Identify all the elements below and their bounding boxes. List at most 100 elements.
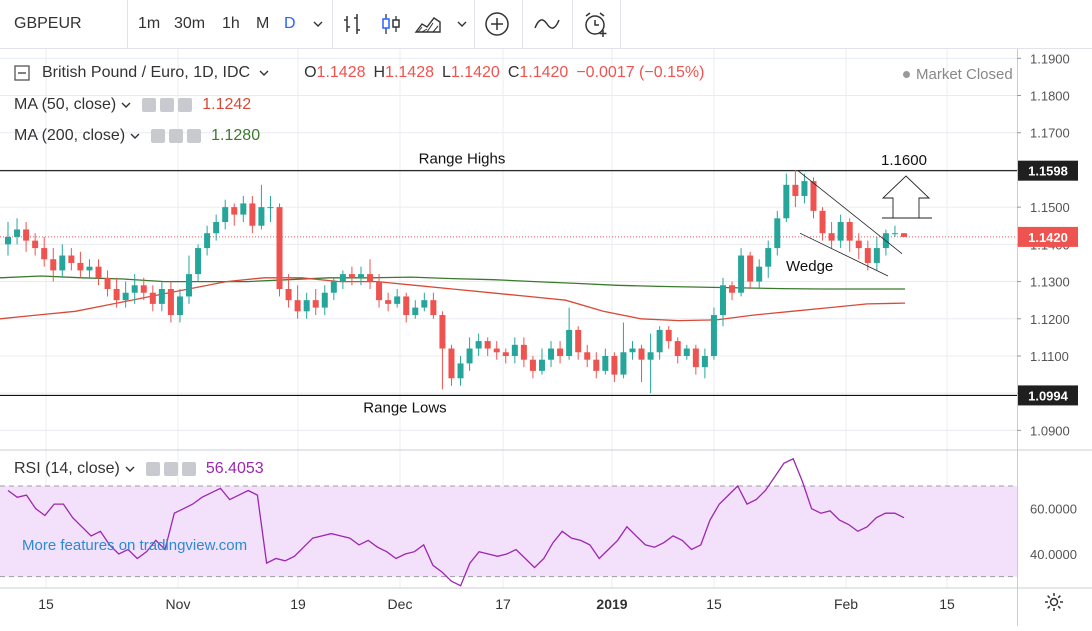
interval-day[interactable]: D xyxy=(284,15,296,32)
indicators-button[interactable] xyxy=(533,0,561,48)
candle-body xyxy=(801,181,808,196)
status-dot xyxy=(903,71,910,78)
candle-body xyxy=(50,259,57,271)
interval-30m[interactable]: 30m xyxy=(174,15,206,32)
candle-body xyxy=(176,296,183,316)
candle-body xyxy=(213,222,220,234)
candle-body xyxy=(665,329,672,342)
candle-body xyxy=(23,229,30,241)
candle-body xyxy=(195,248,202,275)
high-label: H xyxy=(373,64,386,81)
symbol-search[interactable]: GBPEUR xyxy=(14,0,82,48)
candle-body xyxy=(864,248,871,263)
chevron-down-icon[interactable] xyxy=(258,67,270,79)
target-label: 1.1600 xyxy=(881,152,927,169)
collapse-legend-icon[interactable] xyxy=(14,65,30,81)
visibility-icon[interactable] xyxy=(145,462,160,476)
candle-body xyxy=(719,285,726,316)
close-value: 1.1420 xyxy=(519,64,569,81)
candle-body xyxy=(756,266,763,282)
chart-type-dropdown[interactable] xyxy=(456,0,468,48)
price-badge xyxy=(1018,160,1078,181)
alarm-clock-icon xyxy=(585,12,607,37)
close-icon[interactable] xyxy=(178,98,193,112)
settings-icon[interactable] xyxy=(163,462,178,476)
settings-icon[interactable] xyxy=(169,129,184,143)
candle-body xyxy=(385,300,392,304)
candle-body xyxy=(14,229,21,237)
ma200-value: 1.1280 xyxy=(211,127,261,144)
candle-body xyxy=(774,218,781,249)
rsi-label: RSI (14, close) xyxy=(14,460,120,477)
time-tick-label: 17 xyxy=(495,596,511,612)
ma50-legend: MA (50, close) 1.1242 xyxy=(14,96,251,114)
watermark[interactable]: More features on tradingview.com xyxy=(22,537,248,554)
candle-body xyxy=(41,248,48,260)
interval-1m[interactable]: 1m xyxy=(138,15,161,32)
interval-month[interactable]: M xyxy=(256,15,270,32)
candle-body xyxy=(77,262,84,271)
candle-body xyxy=(819,210,826,234)
chart-area[interactable]: Range Highs Range Lows Wedge 1.1600 1.1900 1.… xyxy=(0,49,1092,626)
price-badge xyxy=(1018,385,1078,406)
chevron-down-icon xyxy=(457,21,467,27)
price-badge-label: 1.1598 xyxy=(1028,164,1068,179)
candle-body xyxy=(403,296,410,316)
area-chart-icon xyxy=(414,17,441,33)
interval-1h[interactable]: 1h xyxy=(222,15,240,32)
candle-body xyxy=(584,352,591,360)
ma200-line xyxy=(0,275,905,290)
candle-body xyxy=(448,348,455,379)
bar-style-icon xyxy=(344,14,360,34)
candle-body xyxy=(683,348,690,356)
visibility-icon[interactable] xyxy=(151,129,166,143)
gear-icon xyxy=(1045,593,1063,611)
candle-body xyxy=(140,285,147,293)
candle-body xyxy=(249,203,256,226)
chevron-down-icon[interactable] xyxy=(124,463,136,475)
close-icon[interactable] xyxy=(181,462,196,476)
candle-body xyxy=(312,300,319,308)
chevron-down-icon[interactable] xyxy=(129,130,141,142)
candle-body xyxy=(222,207,229,223)
candle-body xyxy=(240,203,247,215)
candle-body xyxy=(339,274,346,282)
candle-body xyxy=(529,359,536,371)
candle-style-button[interactable] xyxy=(380,0,402,48)
settings-button[interactable] xyxy=(1044,592,1064,617)
candle-body xyxy=(285,289,292,301)
chevron-down-icon[interactable] xyxy=(120,99,132,111)
candle-body xyxy=(321,292,328,308)
candle-body xyxy=(231,207,238,215)
price-chart[interactable]: Range Highs Range Lows Wedge 1.1600 1.1900 1.… xyxy=(0,49,1092,626)
interval-dropdown[interactable] xyxy=(312,0,324,48)
candle-body xyxy=(367,274,374,282)
wedge-lower-line xyxy=(799,232,889,277)
alert-button[interactable] xyxy=(582,0,610,48)
close-icon[interactable] xyxy=(187,129,202,143)
market-status: Market Closed xyxy=(903,66,1013,83)
candle-body xyxy=(656,329,663,353)
visibility-icon[interactable] xyxy=(142,98,157,112)
candle-body xyxy=(901,233,907,237)
candle-body xyxy=(68,255,75,263)
symbol-label: GBPEUR xyxy=(14,15,82,32)
settings-icon[interactable] xyxy=(160,98,175,112)
bar-style-button[interactable] xyxy=(342,0,364,48)
price-tick-label: 1.1700 xyxy=(1030,126,1070,141)
candle-body xyxy=(303,300,310,312)
area-style-button[interactable] xyxy=(414,0,442,48)
time-tick-label: 15 xyxy=(38,596,54,612)
candle-body xyxy=(729,285,736,293)
candle-body xyxy=(466,348,473,364)
price-tick-label: 1.1900 xyxy=(1030,51,1070,66)
candle-body xyxy=(701,355,708,368)
candle-body xyxy=(95,266,102,278)
compare-button[interactable] xyxy=(484,0,510,48)
price-tick-label: 1.1500 xyxy=(1030,200,1070,215)
candle-body xyxy=(330,281,337,293)
rsi-legend: RSI (14, close) 56.4053 xyxy=(14,460,264,478)
time-tick-label: 19 xyxy=(290,596,306,612)
candle-body xyxy=(258,207,265,226)
